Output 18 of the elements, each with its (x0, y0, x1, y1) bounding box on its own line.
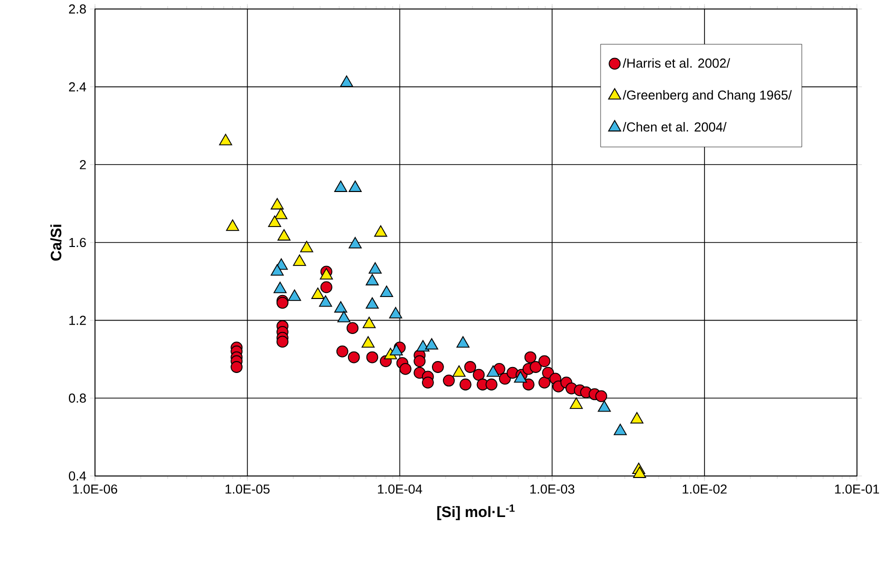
y-tick-label: 2.4 (69, 82, 86, 92)
x-axis-title: [Si] mol·L$^{-1}$ (437, 504, 515, 520)
y-tick-label: 2.8 (69, 4, 86, 14)
y-tick-label: 0.4 (68, 471, 86, 481)
x-tick-label: 1.0E-04 (378, 484, 422, 494)
y-tick-label: 1.6 (69, 238, 86, 248)
x-tick-label: 1.0E-01 (835, 484, 880, 494)
x-tick-label: 1.0E-03 (530, 484, 574, 494)
y-tick-label: 2 (80, 160, 86, 170)
y-axis-title: Ca/Si (50, 224, 62, 261)
y-tick-label: 1.2 (69, 316, 86, 325)
x-tick-label: 1.0E-02 (682, 484, 727, 494)
x-tick-label: 1.0E-05 (226, 484, 270, 494)
legend-label: /Chen et al. 2004/ (622, 122, 727, 132)
legend-label: /Greenberg and Chang 1965/ (622, 90, 792, 102)
legend-label: /Harris et al. 2002/ (622, 58, 730, 68)
x-tick-label: 1.0E-06 (73, 484, 118, 494)
y-tick-label: 0.8 (68, 394, 86, 403)
